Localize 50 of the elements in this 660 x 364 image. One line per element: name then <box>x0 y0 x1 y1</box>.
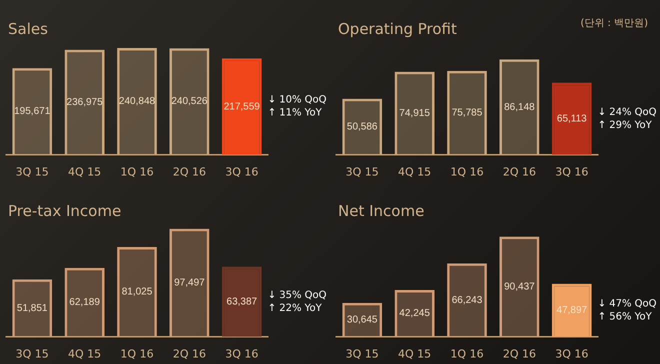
data-label: 47,897 <box>556 305 588 316</box>
x-tick-label: 3Q 16 <box>225 347 258 360</box>
x-tick-label: 4Q 15 <box>68 347 102 360</box>
data-label: 81,025 <box>122 286 153 298</box>
x-tick-label: 3Q 16 <box>555 347 588 360</box>
x-tick-label: 3Q 15 <box>346 347 379 360</box>
x-tick-label: 2Q 16 <box>172 347 206 360</box>
x-tick-label: 1Q 16 <box>120 165 154 178</box>
data-label: 97,497 <box>174 278 206 289</box>
x-tick-label: 4Q 15 <box>398 347 432 360</box>
x-tick-label: 3Q 15 <box>16 347 49 360</box>
data-label: 62,189 <box>69 297 100 308</box>
chart-title: Operating Profit <box>338 20 457 40</box>
data-label: 50,586 <box>346 122 378 133</box>
chart-title: Sales <box>8 20 48 40</box>
data-label: 30,645 <box>346 314 378 326</box>
annotation: ↓ 24% QoQ <box>598 106 657 118</box>
x-tick-label: 2Q 16 <box>502 347 536 360</box>
x-tick-label: 3Q 15 <box>346 165 379 178</box>
data-label: 51,851 <box>16 302 48 314</box>
x-tick-label: 4Q 15 <box>68 165 102 178</box>
x-tick-label: 3Q 16 <box>225 165 258 178</box>
data-label: 86,148 <box>504 102 536 113</box>
data-label: 74,915 <box>399 108 430 120</box>
x-tick-label: 2Q 16 <box>502 165 536 178</box>
x-tick-label: 1Q 16 <box>450 165 484 178</box>
x-tick-label: 3Q 16 <box>555 165 588 178</box>
x-tick-label: 2Q 16 <box>172 165 206 178</box>
x-tick-label: 3Q 15 <box>16 165 49 178</box>
chart-title: Net Income <box>338 202 424 222</box>
annotation: ↓ 35% QoQ <box>268 290 327 301</box>
annotation: ↓ 47% QoQ <box>598 298 657 310</box>
annotation: ↑ 22% YoY <box>268 302 323 314</box>
annotation: ↓ 10% QoQ <box>268 94 327 106</box>
x-tick-label: 1Q 16 <box>450 347 484 360</box>
annotation: ↑ 56% YoY <box>598 311 653 322</box>
x-tick-label: 4Q 15 <box>398 165 432 178</box>
data-label: 195,671 <box>14 106 51 118</box>
chart-title: Pre-tax Income <box>8 202 122 222</box>
data-label: 90,437 <box>504 281 536 292</box>
x-tick-label: 1Q 16 <box>120 347 154 360</box>
chart-subtitle: (단위 : 백만원) <box>580 17 648 30</box>
data-label: 42,245 <box>399 308 430 320</box>
data-label: 63,387 <box>226 296 258 308</box>
data-label: 217,559 <box>224 101 260 112</box>
annotation: ↑ 11% YoY <box>268 108 323 119</box>
data-label: 75,785 <box>452 108 483 119</box>
data-label: 66,243 <box>452 294 483 306</box>
annotation: ↑ 29% YoY <box>598 120 653 131</box>
data-label: 65,113 <box>556 113 588 124</box>
